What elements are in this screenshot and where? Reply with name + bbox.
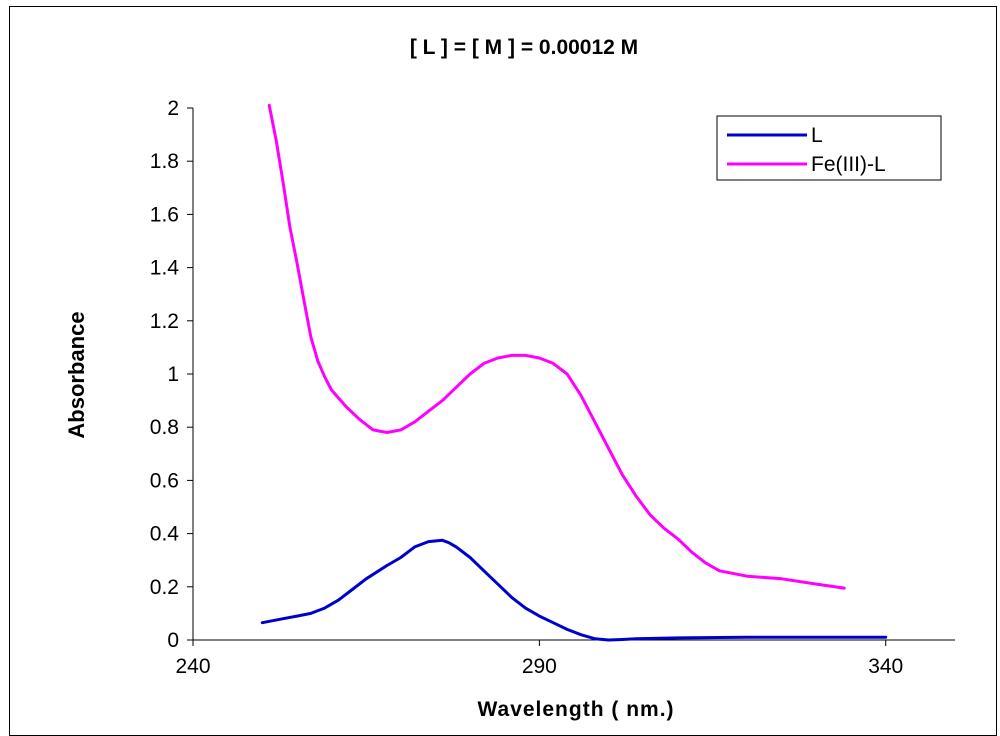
legend-label-fe-iii-l: Fe(III)-L [811,153,886,176]
y-tick-label: 1 [167,363,179,386]
y-tick-label: 0 [167,629,179,652]
legend: L Fe(III)-L [716,115,942,181]
y-tick-label: 1.6 [150,203,179,226]
y-axis-label: Absorbance [64,311,89,438]
x-tick-label: 290 [522,655,557,678]
y-tick-label: 0.8 [150,416,179,439]
legend-box [716,115,942,181]
y-tick-label: 1.4 [150,257,180,280]
legend-label-l: L [811,124,823,147]
y-tick-label: 2 [167,97,179,120]
chart-title: [ L ] = [ M ] = 0.00012 M [410,36,638,59]
y-tick-label: 0.6 [150,469,179,492]
y-tick-label: 1.8 [150,150,179,173]
series-line-fe-iii-l [267,103,846,590]
tick-labels: 0 0.2 0.4 0.6 0.8 1 1.2 1.4 1.6 1.8 2 240 290 340 [150,97,903,678]
x-axis-label: Wavelength ( nm.) [477,698,674,721]
y-tick-label: 1.2 [150,310,179,333]
y-tick-label: 0.4 [150,523,180,546]
axes [187,107,955,646]
series-line-l [260,538,888,642]
x-tick-label: 240 [175,655,210,678]
x-tick-label: 340 [868,655,903,678]
series-lines [260,103,888,642]
y-tick-label: 0.2 [150,576,179,599]
